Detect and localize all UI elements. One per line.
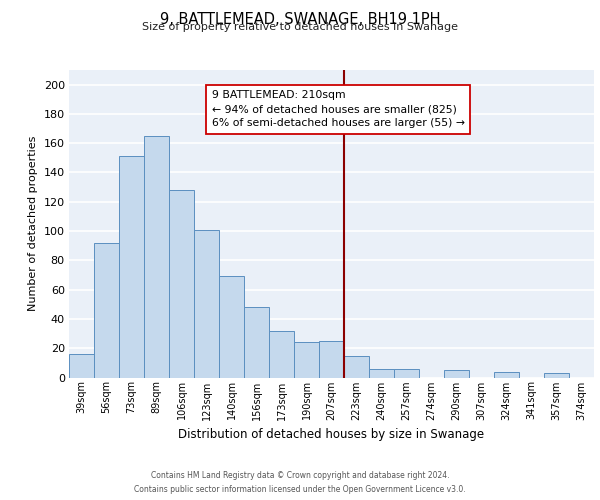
Text: 9, BATTLEMEAD, SWANAGE, BH19 1PH: 9, BATTLEMEAD, SWANAGE, BH19 1PH [160, 12, 440, 28]
Text: Size of property relative to detached houses in Swanage: Size of property relative to detached ho… [142, 22, 458, 32]
Bar [494, 372, 519, 378]
Bar [544, 373, 569, 378]
X-axis label: Distribution of detached houses by size in Swanage: Distribution of detached houses by size … [178, 428, 485, 441]
Bar [244, 307, 269, 378]
Bar [394, 368, 419, 378]
Bar [294, 342, 319, 378]
Bar [219, 276, 244, 378]
Bar [119, 156, 144, 378]
Bar [94, 243, 119, 378]
Bar [144, 136, 169, 378]
Text: 9 BATTLEMEAD: 210sqm
← 94% of detached houses are smaller (825)
6% of semi-detac: 9 BATTLEMEAD: 210sqm ← 94% of detached h… [212, 90, 464, 128]
Text: Contains HM Land Registry data © Crown copyright and database right 2024.
Contai: Contains HM Land Registry data © Crown c… [134, 472, 466, 494]
Bar [369, 368, 394, 378]
Bar [319, 341, 344, 378]
Bar [194, 230, 219, 378]
Bar [269, 330, 294, 378]
Bar [169, 190, 194, 378]
Bar [69, 354, 94, 378]
Bar [344, 356, 369, 378]
Y-axis label: Number of detached properties: Number of detached properties [28, 136, 38, 312]
Bar [444, 370, 469, 378]
